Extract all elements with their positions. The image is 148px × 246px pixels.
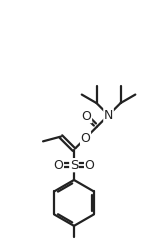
- Text: S: S: [70, 159, 78, 172]
- Text: N: N: [104, 108, 113, 122]
- Text: O: O: [85, 159, 94, 172]
- Text: O: O: [54, 159, 63, 172]
- Text: O: O: [81, 132, 90, 145]
- Text: O: O: [82, 110, 91, 123]
